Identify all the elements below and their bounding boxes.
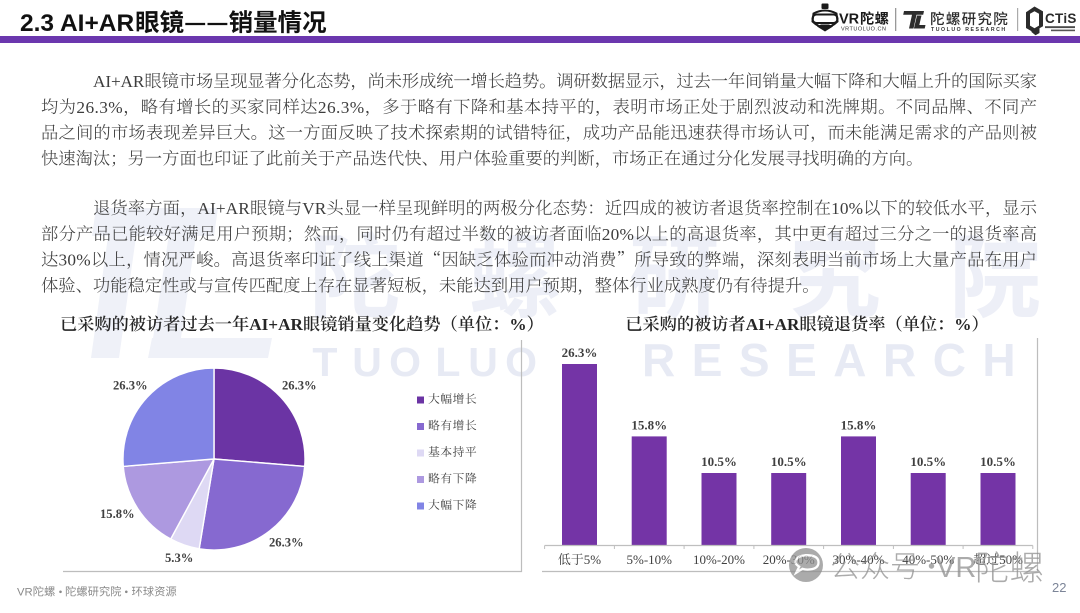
svg-text:15.8%: 15.8%	[841, 417, 877, 432]
svg-text:AI+AR: AI+AR	[746, 315, 800, 334]
svg-text:10%-20%: 10%-20%	[693, 552, 745, 567]
svg-text:26.3%: 26.3%	[113, 379, 148, 393]
svg-text:VRTUOLUO.CN: VRTUOLUO.CN	[841, 27, 886, 33]
svg-text:50%: 50%	[999, 552, 1023, 567]
svg-text:30%: 30%	[59, 251, 91, 270]
svg-text:RESEARCH: RESEARCH	[642, 334, 1032, 386]
svg-text:10%: 10%	[831, 199, 863, 218]
svg-text:5.3%: 5.3%	[165, 551, 193, 565]
svg-text:30%-40%: 30%-40%	[833, 552, 885, 567]
svg-text:26.3%: 26.3%	[318, 98, 365, 117]
svg-text:26.3%: 26.3%	[76, 98, 123, 117]
svg-text:20%: 20%	[602, 225, 634, 244]
svg-text:VR: VR	[839, 12, 860, 28]
svg-text:5%-10%: 5%-10%	[627, 552, 673, 567]
svg-text:CTiS: CTiS	[1045, 11, 1077, 26]
svg-text:10.5%: 10.5%	[771, 454, 807, 469]
svg-text:15.8%: 15.8%	[100, 507, 135, 521]
svg-text:26.3%: 26.3%	[269, 536, 304, 550]
svg-text:%: %	[509, 315, 526, 334]
svg-text:2.3 AI+AR: 2.3 AI+AR	[20, 10, 134, 37]
svg-text:AI+AR: AI+AR	[197, 199, 250, 218]
svg-text:%: %	[954, 315, 971, 334]
svg-text:U: U	[352, 339, 382, 385]
svg-text:L: L	[435, 339, 460, 385]
svg-text:15.8%: 15.8%	[631, 417, 667, 432]
svg-text:10.5%: 10.5%	[910, 454, 946, 469]
svg-text:O: O	[389, 339, 421, 385]
svg-text:AI+AR: AI+AR	[249, 315, 303, 334]
svg-text:26.3%: 26.3%	[562, 345, 598, 360]
svg-text:U: U	[468, 339, 498, 385]
svg-text:10.5%: 10.5%	[980, 454, 1016, 469]
svg-text:40%-50%: 40%-50%	[902, 552, 954, 567]
svg-text:10.5%: 10.5%	[701, 454, 737, 469]
svg-text:VR: VR	[17, 587, 33, 599]
svg-text:VR: VR	[936, 552, 976, 584]
svg-text:5%: 5%	[584, 552, 602, 567]
svg-text:VR: VR	[302, 199, 327, 218]
svg-text:AI+AR: AI+AR	[93, 72, 145, 91]
svg-text:T: T	[312, 339, 337, 385]
svg-text:22: 22	[1052, 580, 1066, 595]
svg-text:26.3%: 26.3%	[282, 379, 317, 393]
svg-text:TUOLUO RESEARCH: TUOLUO RESEARCH	[931, 27, 1007, 33]
